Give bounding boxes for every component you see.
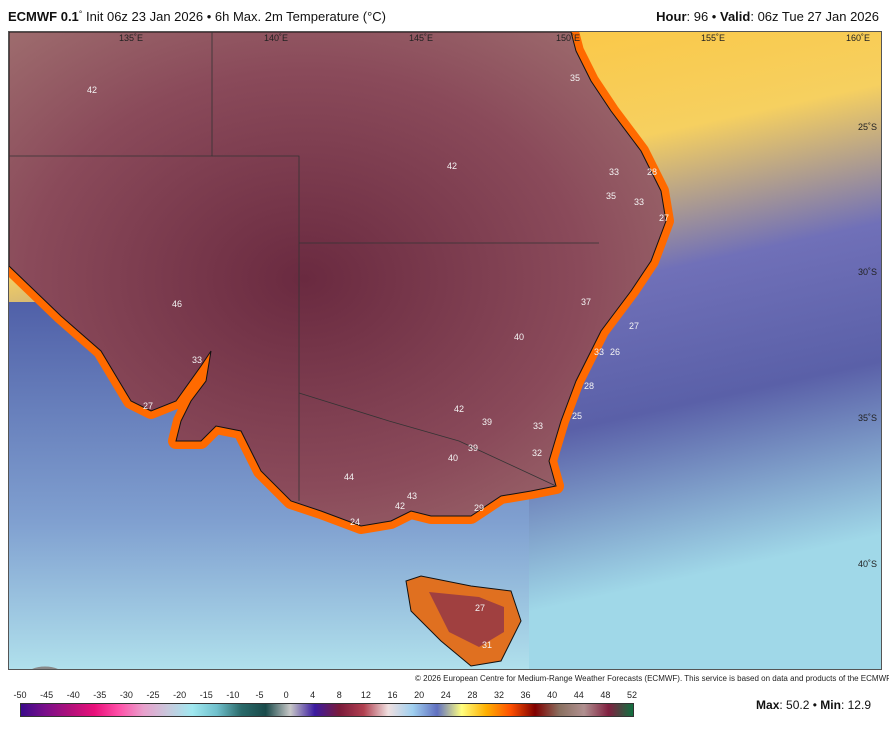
colorbar-tick: 12 [360,690,371,700]
min-label: Min [820,698,841,712]
state-borders [9,32,599,501]
longitude-label: 135˚E [119,33,144,43]
colorbar-tick: -25 [146,690,160,700]
temperature-label: 39 [467,443,479,453]
temperature-label: 35 [569,73,581,83]
colorbar-tick: 36 [520,690,531,700]
temperature-label: 35 [605,191,617,201]
colorbar-tick: 28 [467,690,478,700]
colorbar-tick: -20 [173,690,187,700]
temperature-label: 46 [171,299,183,309]
colorbar-tick: -35 [93,690,107,700]
colorbar-tick: 32 [493,690,504,700]
colorbar-tick: -10 [226,690,240,700]
temperature-label: 33 [191,355,203,365]
temperature-label: 42 [86,85,98,95]
temperature-label: 40 [513,332,525,342]
temperature-label: 24 [349,517,361,527]
longitude-label: 155˚E [701,33,726,43]
temperature-label: 42 [453,404,465,414]
colorbar-tick: 48 [600,690,611,700]
temperature-label: 32 [531,448,543,458]
latitude-label: 40˚S [857,559,877,569]
latitude-label: 25˚S [857,122,877,132]
colorbar-tick: -45 [40,690,54,700]
colorbar-tick: 0 [283,690,289,700]
temperature-label: 27 [142,401,154,411]
temperature-label: 33 [593,347,605,357]
model-name: ECMWF 0.1 [8,9,79,24]
map-canvas [9,32,881,669]
temperature-label: 33 [608,167,620,177]
temperature-label: 28 [583,381,595,391]
colorbar-tick: 16 [387,690,398,700]
temperature-label: 37 [580,297,592,307]
temperature-map[interactable]: 135˚E 140˚E 145˚E 150˚E 155˚E 160˚E 25˚S 30˚S 3… [8,31,882,670]
temperature-label: 44 [343,472,355,482]
temperature-label: 39 [481,417,493,427]
colorbar-tick: 52 [626,690,638,700]
valid-value: : 06z Tue 27 Jan 2026 [750,9,879,24]
longitude-label: 140˚E [264,33,289,43]
longitude-label: 150˚E [556,33,581,43]
temperature-label: 42 [394,501,406,511]
temperature-label: 27 [658,213,670,223]
temperature-label: 28 [646,167,658,177]
max-min-readout: Max: 50.2 • Min: 12.9 [756,698,871,712]
temperature-label: 26 [609,347,621,357]
colorbar-tick: -40 [66,690,80,700]
colorbar-tick: 8 [336,690,342,700]
temperature-label: 33 [633,197,645,207]
longitude-label: 145˚E [409,33,434,43]
valid-time: Hour: 96 • Valid: 06z Tue 27 Jan 2026 [656,9,879,24]
temperature-label: 31 [481,640,493,650]
mainland-australia [9,32,667,527]
colorbar-tick: -5 [255,690,264,700]
temperature-label: 25 [571,411,583,421]
tasmania-interior [429,592,504,647]
map-title: ECMWF 0.1° Init 06z 23 Jan 2026 • 6h Max… [8,9,386,24]
colorbar-tick: -50 [13,690,27,700]
valid-label: Valid [719,9,751,24]
attribution: © 2026 European Centre for Medium-Range … [412,673,889,684]
colorbar-tick: -30 [119,690,133,700]
longitude-label: 160˚E [846,33,871,43]
temperature-label: 27 [474,603,486,613]
min-value: : 12.9 [840,698,871,712]
colorbar-tick: 40 [547,690,558,700]
temperature-label: 43 [406,491,418,501]
hour-label: Hour [656,9,687,24]
colorbar-tick: 20 [414,690,425,700]
colorbar-tick: 24 [440,690,451,700]
latitude-label: 35˚S [857,413,877,423]
temperature-label: 33 [532,421,544,431]
hour-value: : 96 • [686,9,720,24]
colorbar-tick: 4 [310,690,316,700]
colorbar-tick: 44 [573,690,584,700]
temperature-label: 29 [473,503,485,513]
colorbar-tick: -15 [199,690,213,700]
weatherbell-logo: WEATHERBELL [19,664,109,669]
temperature-label: 40 [447,453,459,463]
latitude-label: 30˚S [857,267,877,277]
init-description: Init 06z 23 Jan 2026 • 6h Max. 2m Temper… [82,9,387,24]
temperature-label: 27 [628,321,640,331]
colorbar-ticks: -50 -45 -40 -35 -30 -25 -20 -15 -10 -5 0 4 8 12 16 20 24… [12,690,642,702]
max-label: Max [756,698,780,712]
degree-symbol: ° [78,9,83,19]
temperature-label: 42 [446,161,458,171]
max-value: : 50.2 • [779,698,821,712]
colorbar [20,703,634,717]
